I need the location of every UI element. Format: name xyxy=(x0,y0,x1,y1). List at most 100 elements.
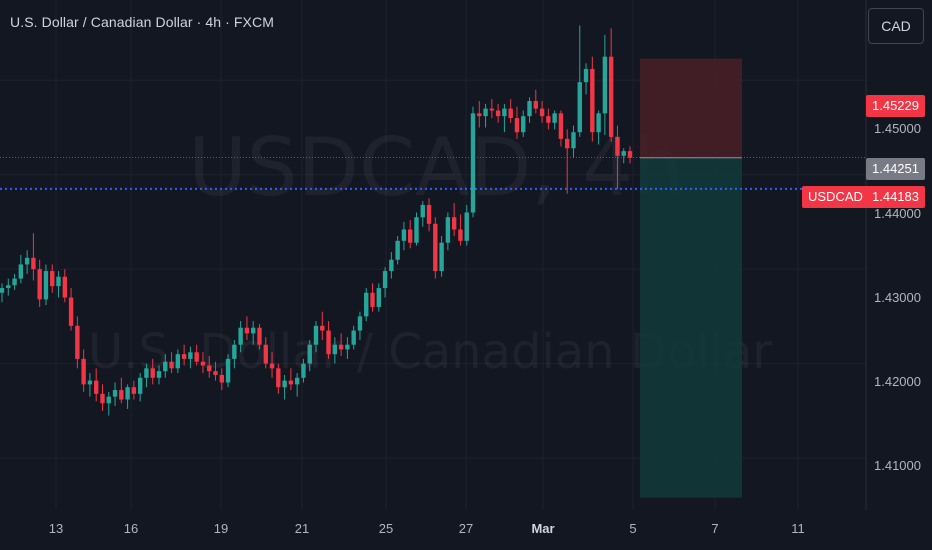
candle-body xyxy=(87,380,93,385)
candle-body xyxy=(163,361,168,372)
candle-body xyxy=(232,344,237,359)
x-tick-label: 5 xyxy=(629,521,637,536)
candle-body xyxy=(282,380,287,388)
candle-body xyxy=(301,363,306,378)
candle-body xyxy=(188,352,193,359)
candle-body xyxy=(68,297,74,326)
x-tick-label: 27 xyxy=(458,521,474,536)
x-tick-label: 16 xyxy=(123,521,139,536)
candle-body xyxy=(294,377,300,385)
candle-body xyxy=(137,377,143,394)
candles xyxy=(0,25,633,416)
candle-body xyxy=(502,108,507,117)
last-price-tag: 1.44183 xyxy=(866,186,925,208)
candle-body xyxy=(571,132,576,149)
candle-body xyxy=(332,344,338,355)
candle-body xyxy=(269,363,275,369)
y-tick-label: 1.44000 xyxy=(874,206,921,221)
candle-body xyxy=(552,113,557,123)
candle-body xyxy=(364,292,369,317)
x-tick-label: 11 xyxy=(791,521,805,536)
candle-body xyxy=(119,390,124,400)
candle-body xyxy=(458,229,463,241)
candle-body xyxy=(408,229,413,243)
candle-body xyxy=(175,354,181,369)
stop-loss-zone[interactable] xyxy=(640,58,742,158)
candle-body xyxy=(357,316,363,331)
candle-body xyxy=(401,229,407,241)
y-tick-label: 1.41000 xyxy=(874,458,921,473)
candle-body xyxy=(477,113,482,117)
candle-body xyxy=(257,327,262,345)
candle-body xyxy=(420,204,425,218)
candle-body xyxy=(56,276,61,287)
chart-title[interactable]: U.S. Dollar / Canadian Dollar · 4h · FXC… xyxy=(10,14,274,30)
candle-body xyxy=(263,344,268,364)
candle-body xyxy=(12,278,17,286)
x-tick-label: 13 xyxy=(48,521,64,536)
candle-body xyxy=(464,212,469,241)
candle-body xyxy=(615,136,620,156)
candle-body xyxy=(75,325,80,359)
candle-body xyxy=(24,257,30,265)
currency-button[interactable]: CAD xyxy=(868,8,924,44)
candle-body xyxy=(194,352,199,362)
candle-body xyxy=(207,365,212,372)
candle-body xyxy=(370,292,375,307)
y-tick-label: 1.42000 xyxy=(874,374,921,389)
candle-body xyxy=(439,242,444,272)
candle-body xyxy=(106,396,111,404)
candle-body xyxy=(577,82,582,133)
candle-body xyxy=(50,271,55,287)
candle-body xyxy=(100,393,105,404)
candle-body xyxy=(546,116,551,123)
candle-body xyxy=(345,344,350,350)
position-zones[interactable] xyxy=(640,58,742,498)
candle-body xyxy=(514,118,520,133)
candle-body xyxy=(238,327,243,345)
candle-body xyxy=(225,358,231,383)
candle-body xyxy=(608,56,614,137)
x-tick-label: 7 xyxy=(711,521,719,536)
candle-body xyxy=(621,151,626,156)
candle-body xyxy=(6,285,11,289)
candle-body xyxy=(156,371,162,378)
candle-body xyxy=(470,113,476,213)
candle-body xyxy=(320,325,325,331)
candle-body xyxy=(445,217,451,243)
candle-body xyxy=(0,288,5,293)
candle-body xyxy=(251,327,256,334)
candle-body xyxy=(382,271,388,289)
candle-body xyxy=(31,257,36,270)
candle-body xyxy=(112,390,118,397)
take-profit-zone[interactable] xyxy=(640,157,742,498)
candle-body xyxy=(389,259,394,272)
candle-body xyxy=(495,110,501,117)
candle-body xyxy=(169,361,174,369)
candle-body xyxy=(276,368,281,388)
candle-body xyxy=(144,368,149,378)
candle-body xyxy=(326,330,331,355)
candle-body xyxy=(81,358,86,385)
candle-body xyxy=(627,151,633,158)
candle-body xyxy=(150,368,155,378)
candle-body xyxy=(521,116,526,133)
stop-price-tag: 1.45229 xyxy=(866,95,925,117)
candle-body xyxy=(131,387,137,394)
candle-body xyxy=(483,108,488,117)
candle-body xyxy=(596,113,601,133)
watermark-symbol: USDCAD, 4h xyxy=(188,121,684,214)
symbol-tag: USDCAD xyxy=(802,186,869,208)
candle-body xyxy=(508,108,513,119)
candle-body xyxy=(433,223,438,272)
candle-body xyxy=(94,380,99,394)
candle-body xyxy=(527,101,532,117)
x-tick-label: 25 xyxy=(378,521,394,536)
x-tick-label: 21 xyxy=(294,521,310,536)
candle-body xyxy=(18,264,24,279)
candle-body xyxy=(288,380,294,385)
candle-body xyxy=(533,101,538,109)
candle-body xyxy=(583,68,589,83)
previous-close-price-tag: 1.44251 xyxy=(866,158,925,180)
